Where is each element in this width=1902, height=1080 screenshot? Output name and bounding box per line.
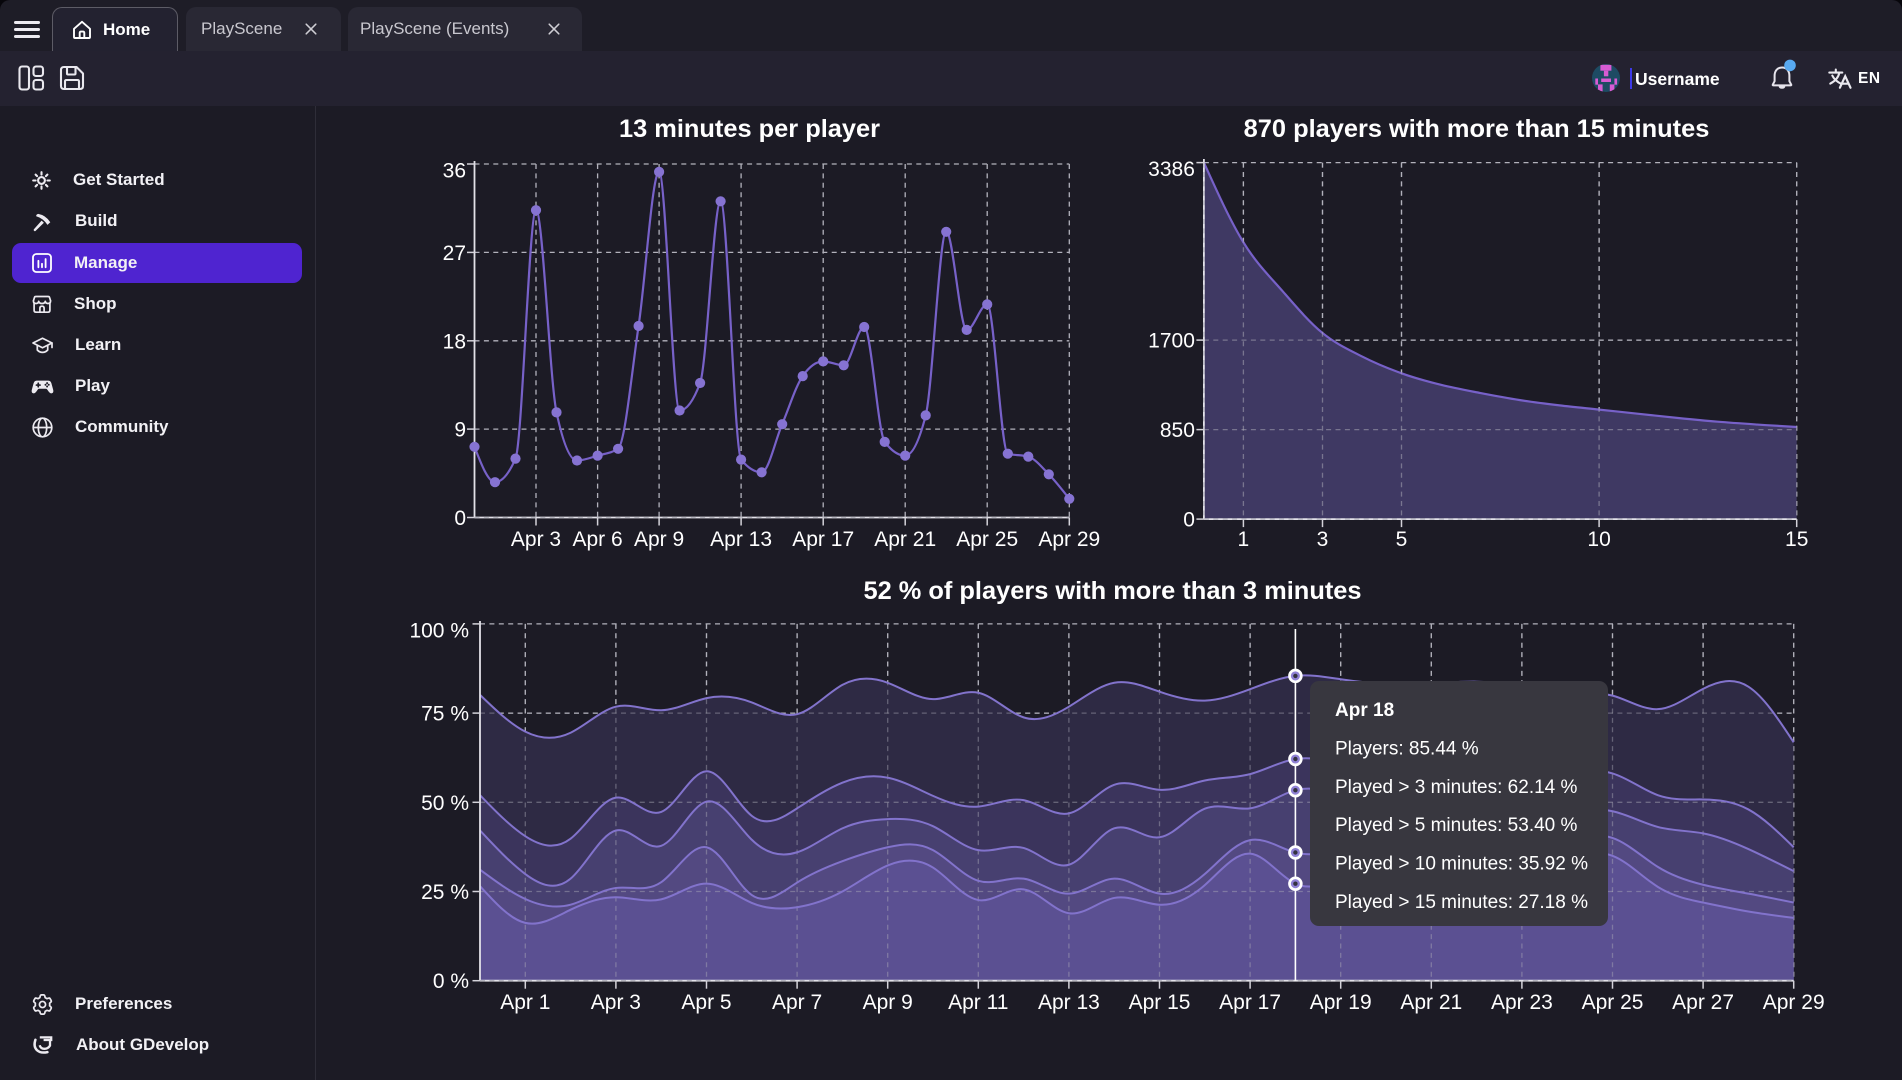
svg-text:10: 10 [1587, 528, 1610, 551]
svg-text:Apr 3: Apr 3 [511, 528, 561, 551]
svg-text:0: 0 [454, 507, 466, 530]
svg-text:0: 0 [1183, 509, 1195, 532]
svg-text:3: 3 [1317, 528, 1329, 551]
svg-text:Apr 25: Apr 25 [1582, 991, 1644, 1014]
svg-text:Apr 9: Apr 9 [634, 528, 684, 551]
svg-text:25 %: 25 % [421, 881, 469, 904]
svg-text:Apr 21: Apr 21 [874, 528, 936, 551]
svg-text:Apr 19: Apr 19 [1310, 991, 1372, 1014]
svg-text:52 % of players with more than: 52 % of players with more than 3 minutes [863, 577, 1361, 605]
svg-text:Played > 10 minutes: 35.92 %: Played > 10 minutes: 35.92 % [1335, 854, 1588, 875]
svg-text:15: 15 [1785, 528, 1808, 551]
svg-text:36: 36 [443, 160, 466, 183]
svg-text:0 %: 0 % [433, 970, 469, 993]
svg-text:Apr 29: Apr 29 [1038, 528, 1100, 551]
svg-text:27: 27 [443, 242, 466, 265]
svg-text:1: 1 [1238, 528, 1250, 551]
svg-text:Apr 11: Apr 11 [948, 991, 1008, 1014]
svg-text:Apr 9: Apr 9 [863, 991, 913, 1014]
svg-text:Apr 23: Apr 23 [1491, 991, 1553, 1014]
svg-text:Apr 25: Apr 25 [956, 528, 1018, 551]
svg-text:870 players with more than 15: 870 players with more than 15 minutes [1244, 115, 1710, 143]
svg-text:13 minutes per player: 13 minutes per player [619, 115, 880, 143]
svg-text:100 %: 100 % [409, 619, 469, 642]
svg-text:1700: 1700 [1148, 330, 1195, 353]
svg-text:9: 9 [454, 419, 466, 442]
svg-text:50 %: 50 % [421, 792, 469, 815]
svg-text:Played > 15 minutes: 27.18 %: Played > 15 minutes: 27.18 % [1335, 892, 1588, 913]
svg-text:Apr 27: Apr 27 [1672, 991, 1734, 1014]
svg-text:Apr 6: Apr 6 [572, 528, 622, 551]
svg-text:Apr 17: Apr 17 [1219, 991, 1281, 1014]
svg-text:Apr 18: Apr 18 [1335, 700, 1394, 721]
svg-text:Players: 85.44 %: Players: 85.44 % [1335, 739, 1479, 760]
svg-text:Apr 7: Apr 7 [772, 991, 822, 1014]
svg-text:Apr 17: Apr 17 [792, 528, 854, 551]
svg-text:3386: 3386 [1148, 158, 1195, 181]
svg-text:18: 18 [443, 330, 466, 353]
svg-text:Apr 15: Apr 15 [1129, 991, 1191, 1014]
svg-text:Apr 21: Apr 21 [1400, 991, 1462, 1014]
svg-text:Apr 13: Apr 13 [1038, 991, 1100, 1014]
svg-text:75 %: 75 % [421, 703, 469, 726]
svg-text:Played > 5 minutes: 53.40 %: Played > 5 minutes: 53.40 % [1335, 815, 1578, 836]
svg-text:850: 850 [1160, 419, 1195, 442]
svg-text:Played > 3 minutes: 62.14 %: Played > 3 minutes: 62.14 % [1335, 777, 1578, 798]
svg-text:Apr 5: Apr 5 [681, 991, 731, 1014]
svg-text:5: 5 [1396, 528, 1408, 551]
svg-text:Apr 3: Apr 3 [591, 991, 641, 1014]
svg-text:Apr 1: Apr 1 [500, 991, 550, 1014]
svg-text:Apr 29: Apr 29 [1763, 991, 1825, 1014]
svg-text:Apr 13: Apr 13 [710, 528, 772, 551]
